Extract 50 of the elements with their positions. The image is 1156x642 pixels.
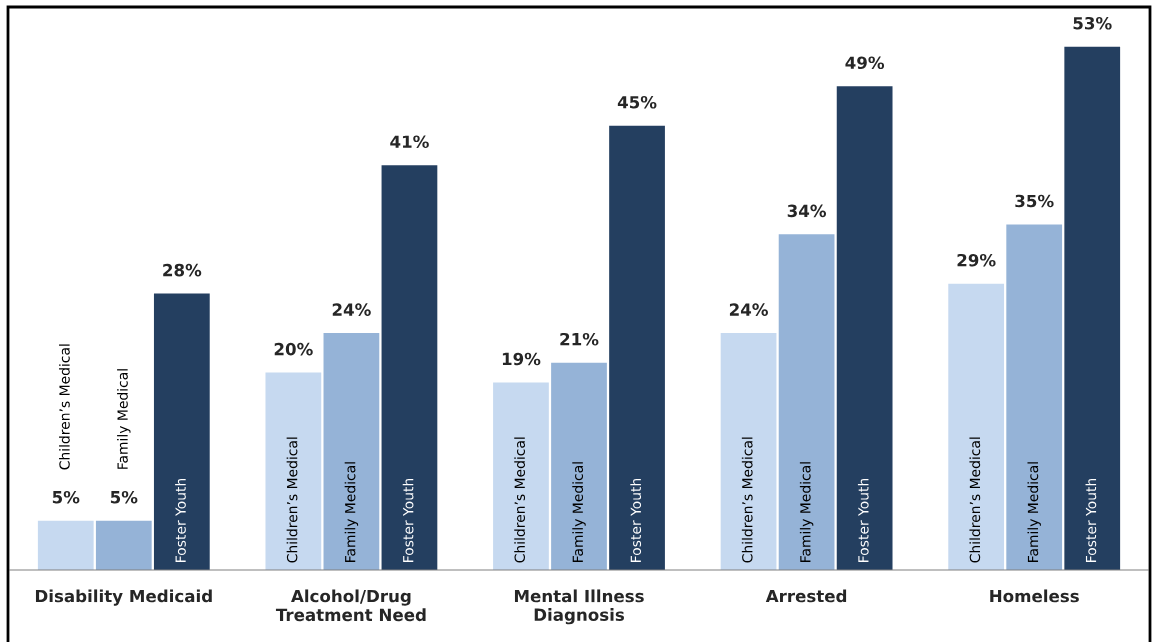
text: Family Medical [117,369,131,469]
bar [153,293,210,570]
data-label: 5% [110,490,138,504]
x-tick-label: Arrested [765,589,847,603]
text: Family Medical [572,462,586,562]
series-label: Children’s Medical [286,437,298,563]
data-label: 19% [502,352,541,366]
data-label: 24% [332,303,371,316]
text: Family Medical [799,462,814,562]
bar [551,362,607,570]
data-label: 21% [560,332,599,346]
data-label: 34% [787,204,827,218]
text: Foster Youth [1085,478,1097,562]
bar [37,520,94,570]
data-label: 20% [274,342,313,356]
text: Foster Youth [402,478,414,562]
series-label: Family Medical [344,462,359,562]
text: Family Medical [1027,462,1041,562]
bar [1006,224,1063,570]
text: Children’s Medical [741,437,753,563]
data-label: 53% [1073,16,1112,30]
data-label: 45% [617,95,657,109]
text: Children’s Medical [59,344,70,470]
data-label: 5% [52,490,80,504]
bar [836,86,893,570]
bar [493,382,549,570]
bar [948,283,1005,570]
x-tick-label: Disability Medicaid [35,589,212,606]
data-label: 35% [1015,194,1054,208]
data-label: 28% [163,263,202,277]
x-tick-label: Alcohol/Drug Treatment Need [275,589,426,622]
text: Children’s Medical [514,437,525,563]
data-label: 41% [390,135,429,149]
bar [381,165,438,570]
text: Children’s Medical [969,437,981,563]
bar [778,234,835,570]
data-label: 29% [957,253,996,267]
text: Foster Youth [630,478,642,562]
bar [609,125,665,570]
data-label: 24% [729,303,768,316]
data-label: 49% [845,56,885,70]
bar [1064,46,1121,570]
text: Foster Youth [857,478,869,562]
x-tick-label: Mental Illness Diagnosis [514,589,644,625]
bar [323,333,380,570]
bar [720,333,777,570]
x-tick-label: Homeless [990,589,1079,603]
bar [265,372,322,570]
bar [95,520,152,570]
series-label: Foster Youth [175,478,186,562]
